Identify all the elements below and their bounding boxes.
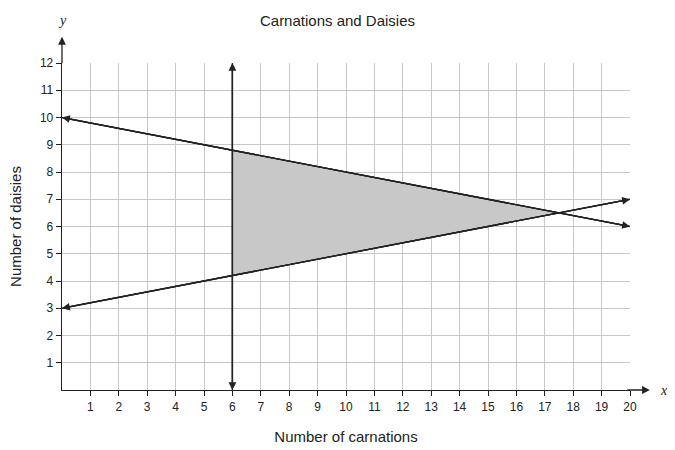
svg-text:3: 3 — [144, 400, 151, 414]
svg-text:19: 19 — [595, 400, 609, 414]
svg-text:11: 11 — [41, 83, 54, 97]
svg-text:17: 17 — [538, 400, 552, 414]
svg-text:8: 8 — [47, 165, 54, 179]
svg-text:13: 13 — [425, 400, 439, 414]
svg-text:20: 20 — [623, 400, 637, 414]
svg-text:14: 14 — [453, 400, 467, 414]
svg-text:7: 7 — [257, 400, 264, 414]
svg-text:1: 1 — [47, 356, 54, 370]
svg-text:6: 6 — [47, 220, 54, 234]
svg-text:Carnations and Daisies: Carnations and Daisies — [260, 12, 415, 29]
svg-text:1: 1 — [87, 400, 94, 414]
svg-text:x: x — [660, 383, 668, 398]
svg-text:y: y — [58, 13, 67, 28]
svg-text:12: 12 — [40, 56, 54, 70]
svg-text:10: 10 — [40, 111, 54, 125]
svg-text:15: 15 — [481, 400, 495, 414]
svg-text:18: 18 — [567, 400, 581, 414]
svg-text:2: 2 — [115, 400, 122, 414]
svg-text:4: 4 — [172, 400, 179, 414]
svg-text:Number of daisies: Number of daisies — [7, 166, 24, 287]
svg-text:5: 5 — [201, 400, 208, 414]
svg-text:16: 16 — [510, 400, 524, 414]
svg-text:6: 6 — [229, 400, 236, 414]
svg-text:2: 2 — [47, 329, 54, 343]
svg-text:7: 7 — [47, 192, 54, 206]
svg-text:5: 5 — [47, 247, 54, 261]
svg-text:4: 4 — [47, 274, 54, 288]
svg-text:11: 11 — [368, 400, 381, 414]
svg-text:10: 10 — [339, 400, 353, 414]
svg-text:12: 12 — [396, 400, 410, 414]
svg-text:9: 9 — [314, 400, 321, 414]
svg-text:Number of carnations: Number of carnations — [274, 428, 417, 445]
svg-text:8: 8 — [286, 400, 293, 414]
svg-text:3: 3 — [47, 301, 54, 315]
svg-text:9: 9 — [47, 138, 54, 152]
